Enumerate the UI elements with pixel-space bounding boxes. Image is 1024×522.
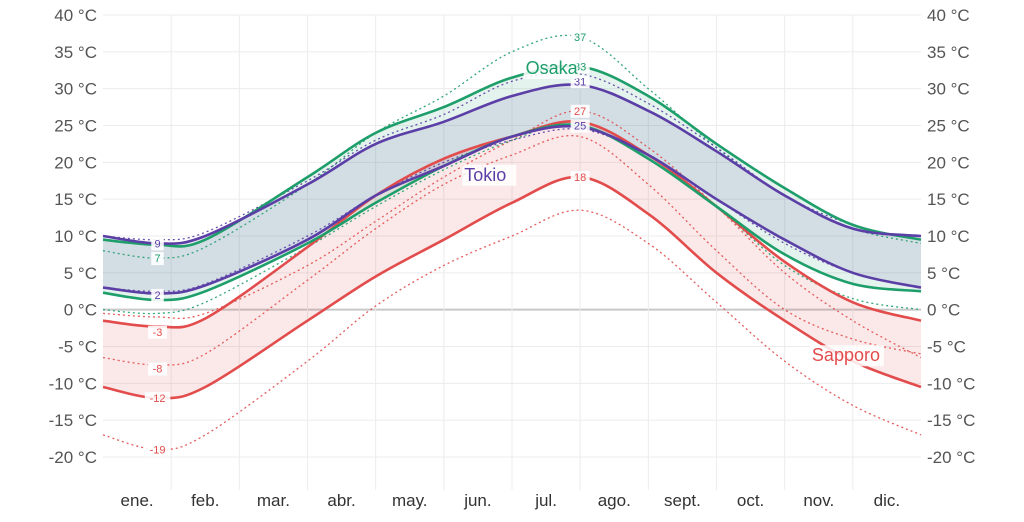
- point-label-bg: [148, 325, 168, 339]
- point-label: -12: [150, 393, 166, 405]
- line-osaka-record-high: [102, 34, 922, 259]
- y-tick-label-right: 25 °C: [927, 117, 970, 136]
- point-label: 25: [574, 121, 586, 133]
- y-tick-label-right: 30 °C: [927, 80, 970, 99]
- y-tick-label-left: 25 °C: [54, 117, 97, 136]
- point-label-bg: [144, 392, 171, 406]
- x-tick-label: ene.: [121, 491, 154, 510]
- band-tokio: [103, 84, 921, 294]
- point-label: 37: [574, 32, 586, 44]
- point-label: 31: [574, 76, 586, 88]
- point-label-bg: [151, 252, 164, 266]
- point-label: -19: [150, 445, 166, 457]
- series-lines: [102, 64, 922, 400]
- point-label: 9: [154, 238, 160, 250]
- y-tick-label-left: 15 °C: [54, 190, 97, 209]
- point-label-bg: [570, 171, 590, 185]
- line-osaka-record-low: [102, 120, 922, 315]
- point-label: 27: [574, 106, 586, 118]
- y-tick-label-left: 30 °C: [54, 80, 97, 99]
- y-tick-label-left: 5 °C: [64, 264, 97, 283]
- y-tick-label-right: 40 °C: [927, 6, 970, 25]
- y-tick-label-right: 35 °C: [927, 43, 970, 62]
- y-tick-label-left: 40 °C: [54, 6, 97, 25]
- point-label-bg: [151, 288, 164, 302]
- x-tick-label: abr.: [327, 491, 355, 510]
- y-tick-label-right: 5 °C: [927, 264, 960, 283]
- y-axis-left: 40 °C 35 °C 30 °C 25 °C 20 °C 15 °C 10 °C 5 °C 0…: [49, 6, 97, 467]
- y-tick-label-right: -5 °C: [927, 338, 966, 357]
- y-tick-label-right: 10 °C: [927, 227, 970, 246]
- line-osaka-high: [102, 64, 922, 248]
- point-label: -8: [153, 364, 163, 376]
- y-tick-label-left: -10 °C: [49, 374, 97, 393]
- point-label: -3: [153, 327, 163, 339]
- x-tick-label: mar.: [257, 491, 290, 510]
- x-tick-label: nov.: [803, 491, 834, 510]
- point-label: 7: [154, 253, 160, 265]
- y-tick-label-right: -20 °C: [927, 448, 975, 467]
- grid: [103, 14, 921, 490]
- y-tick-label-right: -15 °C: [927, 411, 975, 430]
- series-label-bg: [462, 164, 517, 186]
- series-label-tokio: Tokio: [464, 165, 506, 185]
- y-tick-label-right: 15 °C: [927, 190, 970, 209]
- point-label-bg: [151, 237, 164, 251]
- y-tick-label-right: 20 °C: [927, 153, 970, 172]
- x-tick-label: sept.: [664, 491, 701, 510]
- series-label-bg: [809, 345, 884, 367]
- y-tick-label-left: 20 °C: [54, 153, 97, 172]
- line-tokio-low: [102, 124, 922, 295]
- point-label-bg: [144, 443, 171, 457]
- x-tick-label: dic.: [874, 491, 900, 510]
- line-sapporo-record-low: [102, 209, 922, 451]
- band-osaka: [103, 65, 921, 301]
- y-tick-label-left: -5 °C: [58, 338, 97, 357]
- point-label-bg: [148, 362, 168, 376]
- y-tick-label-left: 0 °C: [64, 301, 97, 320]
- y-tick-label-left: 35 °C: [54, 43, 97, 62]
- y-tick-label-left: -20 °C: [49, 448, 97, 467]
- record-lines: [102, 34, 922, 451]
- x-tick-label: jun.: [463, 491, 491, 510]
- x-tick-label: feb.: [191, 491, 219, 510]
- line-tokio-high: [102, 83, 922, 245]
- series-label-osaka: Osaka: [526, 58, 579, 78]
- x-tick-label: may.: [392, 491, 428, 510]
- point-label: 18: [574, 172, 586, 184]
- point-label-bg: [570, 104, 590, 118]
- series-label-sapporo: Sapporo: [812, 345, 880, 365]
- x-tick-label: ago.: [598, 491, 631, 510]
- x-tick-label: oct.: [737, 491, 764, 510]
- x-axis: ene. feb. mar. abr. may. jun. jul. ago. sept. oct…: [121, 491, 901, 510]
- y-tick-label-left: 10 °C: [54, 227, 97, 246]
- line-tokio-record-high: [102, 71, 922, 241]
- y-axis-right: 40 °C 35 °C 30 °C 25 °C 20 °C 15 °C 10 °C 5 °C 0…: [927, 6, 975, 467]
- x-tick-label: jul.: [534, 491, 557, 510]
- point-label: 2: [154, 290, 160, 302]
- point-label-bg: [570, 119, 590, 133]
- y-tick-label-right: -10 °C: [927, 374, 975, 393]
- series-label-bg: [523, 57, 578, 79]
- series-labels: Sapporo Osaka Tokio: [462, 57, 884, 367]
- point-label-bg: [570, 31, 590, 45]
- y-tick-label-left: -15 °C: [49, 411, 97, 430]
- y-tick-label-right: 0 °C: [927, 301, 960, 320]
- line-sapporo-low: [102, 175, 922, 400]
